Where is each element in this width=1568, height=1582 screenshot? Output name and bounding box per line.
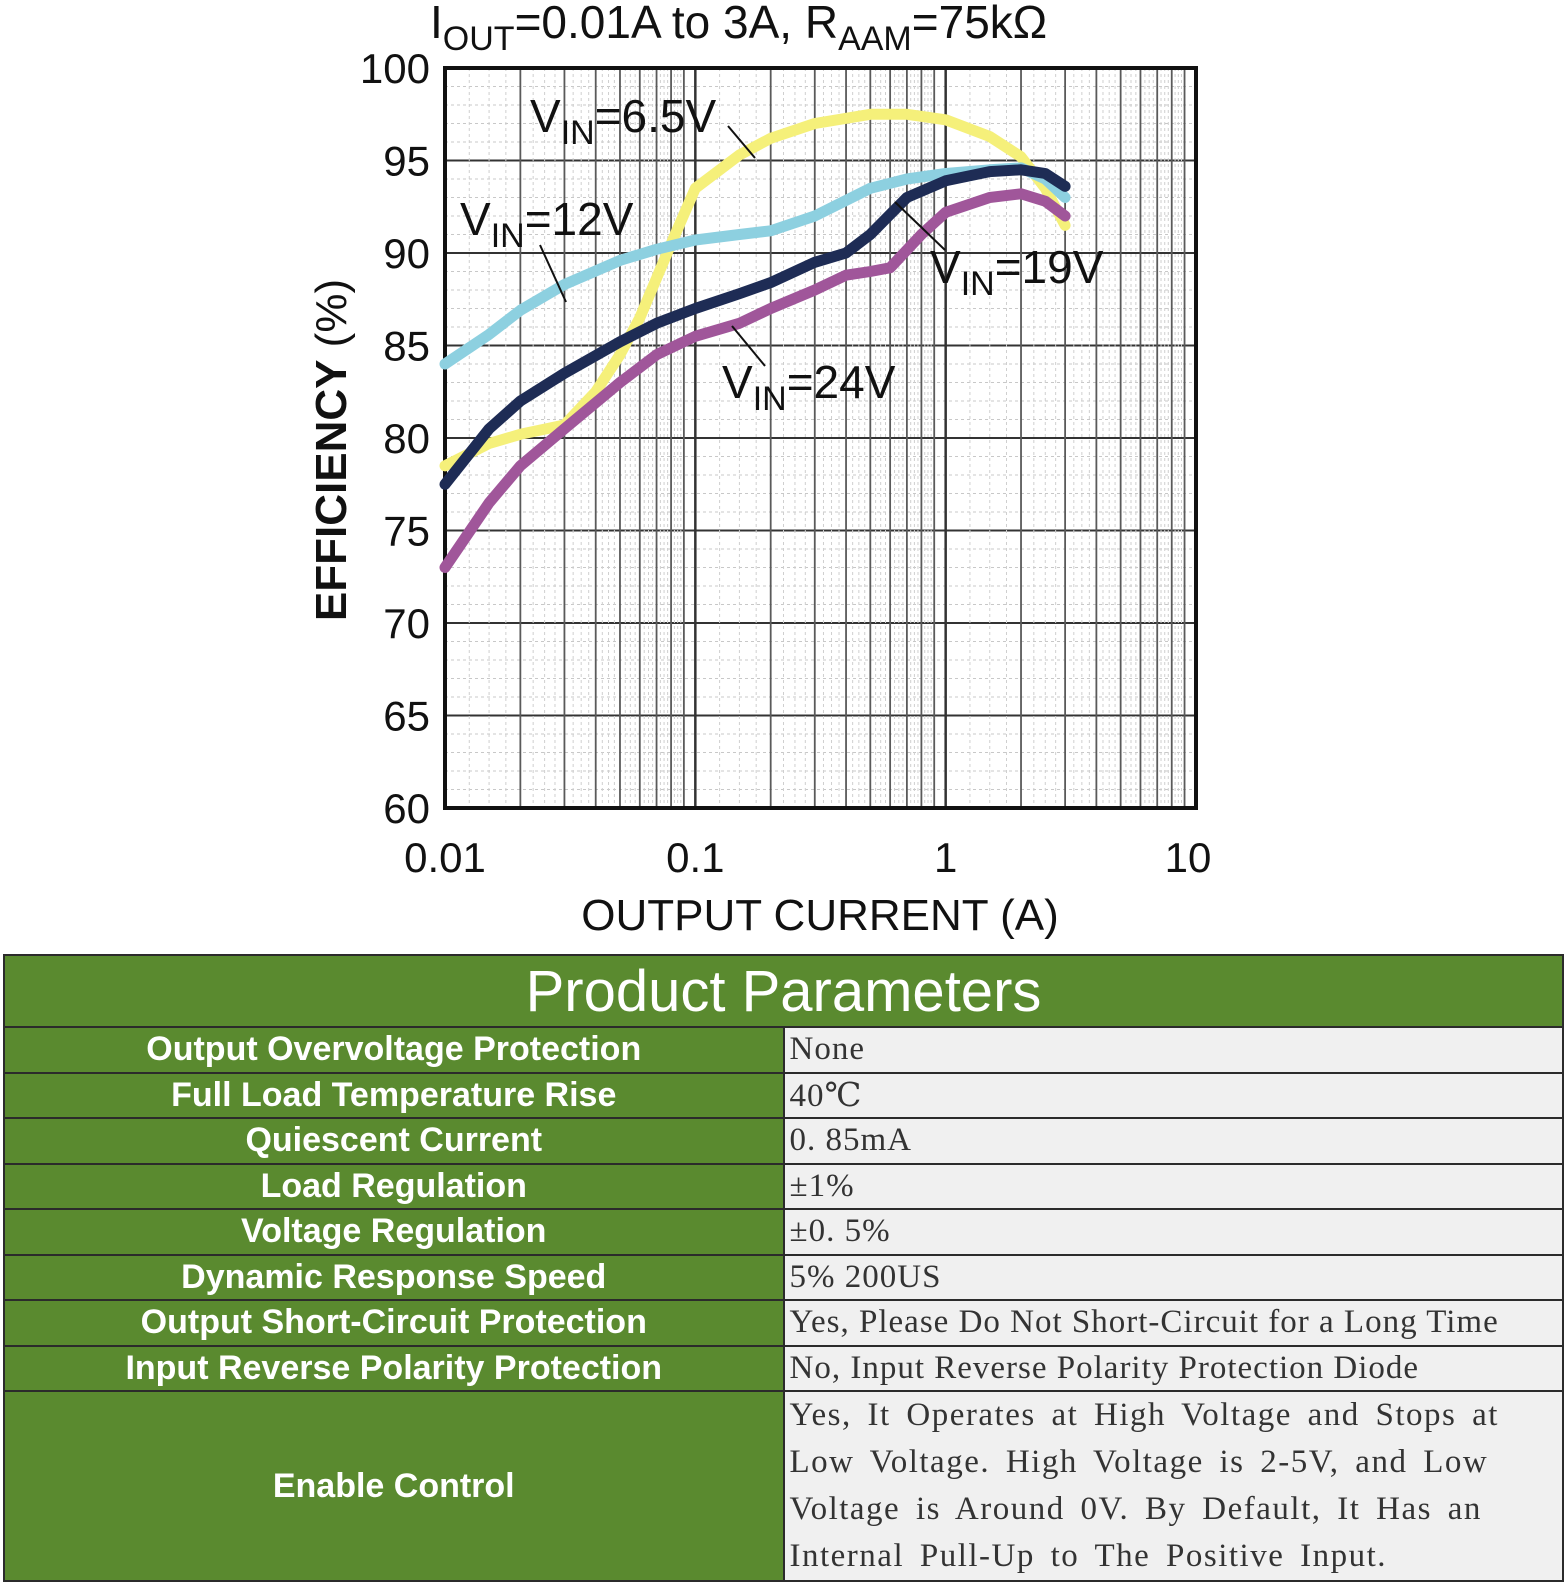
- table-row: Load Regulation ±1%: [3, 1162, 1564, 1210]
- x-tick-label: 0.01: [404, 834, 486, 881]
- y-tick-labels: 100 95 90 85 80 75 70 65 60: [360, 45, 430, 832]
- leader-line-vin-24v: [731, 325, 766, 367]
- y-tick-label: 100: [360, 45, 430, 92]
- series-label-vin-24v: VIN=24V: [722, 356, 896, 418]
- y-tick-label: 85: [383, 323, 430, 370]
- param-label: Enable Control: [3, 1390, 785, 1582]
- param-label: Dynamic Response Speed: [3, 1253, 785, 1301]
- x-tick-labels: 0.01 0.1 1 10: [404, 834, 1211, 881]
- y-tick-label: 80: [383, 415, 430, 462]
- efficiency-chart: 100 95 90 85 80 75 70 65 60 0.01 0.1 1 10 IOUT=0.01…: [307, 0, 1211, 940]
- param-value: Yes, Please Do Not Short-Circuit for a L…: [782, 1299, 1564, 1347]
- param-value: ±1%: [782, 1162, 1564, 1210]
- param-value: ±0. 5%: [782, 1208, 1564, 1256]
- param-label: Output Short-Circuit Protection: [3, 1299, 785, 1347]
- table-row: Voltage Regulation ±0. 5%: [3, 1208, 1564, 1256]
- leader-line-vin-19v: [894, 201, 946, 251]
- series-label-vin-6-5v: VIN=6.5V: [530, 90, 716, 152]
- y-tick-label: 65: [383, 693, 430, 740]
- y-tick-label: 95: [383, 138, 430, 185]
- chart-title: IOUT=0.01A to 3A, RAAM=75kΩ: [430, 0, 1047, 58]
- param-label: Quiescent Current: [3, 1117, 785, 1165]
- series-line-3: [439, 188, 1071, 573]
- series-label-vin-19v: VIN=19V: [930, 241, 1104, 303]
- y-axis-title-unit: (%): [307, 279, 356, 360]
- param-label: Input Reverse Polarity Protection: [3, 1344, 785, 1392]
- param-label: Load Regulation: [3, 1162, 785, 1210]
- leader-line-vin-6-5v: [727, 125, 756, 159]
- series-label-vin-12v: VIN=12V: [460, 193, 634, 255]
- y-axis-title-main: EFFICIENCY: [307, 360, 356, 622]
- x-axis-title: OUTPUT CURRENT (A): [581, 891, 1059, 940]
- x-tick-label: 10: [1165, 834, 1212, 881]
- param-label: Output Overvoltage Protection: [3, 1026, 785, 1074]
- param-value: 40℃: [782, 1071, 1564, 1119]
- series-line-2: [439, 164, 1071, 490]
- table-row: Output Overvoltage Protection None: [3, 1026, 1564, 1074]
- chart-series-layer: [439, 108, 1071, 573]
- table-row: Dynamic Response Speed 5% 200US: [3, 1253, 1564, 1301]
- y-tick-label: 75: [383, 508, 430, 555]
- table-title: Product Parameters: [3, 954, 1564, 1028]
- param-value: No, Input Reverse Polarity Protection Di…: [782, 1344, 1564, 1392]
- table-row: Enable Control Yes, It Operates at High V…: [3, 1390, 1564, 1582]
- leader-line-vin-12v: [539, 244, 567, 303]
- y-tick-label: 90: [383, 230, 430, 277]
- param-value: None: [782, 1026, 1564, 1074]
- table-row: Output Short-Circuit Protection Yes, Plea…: [3, 1299, 1564, 1347]
- product-parameters-table: Product Parameters Output Overvoltage Pr…: [3, 954, 1564, 1582]
- y-tick-label: 70: [383, 600, 430, 647]
- param-value: 0. 85mA: [782, 1117, 1564, 1165]
- y-axis-title: EFFICIENCY (%): [307, 279, 356, 621]
- param-value: 5% 200US: [782, 1253, 1564, 1301]
- param-value: Yes, It Operates at High Voltage and Sto…: [782, 1390, 1564, 1582]
- table-row: Input Reverse Polarity Protection No, Inp…: [3, 1344, 1564, 1392]
- efficiency-chart-svg: 100 95 90 85 80 75 70 65 60 0.01 0.1 1 10 IOUT=0.01…: [307, 0, 1211, 940]
- param-label: Voltage Regulation: [3, 1208, 785, 1256]
- plot-area-frame: [443, 66, 1198, 810]
- param-label: Full Load Temperature Rise: [3, 1071, 785, 1119]
- table-row: Full Load Temperature Rise 40℃: [3, 1071, 1564, 1119]
- y-tick-label: 60: [383, 785, 430, 832]
- x-tick-label: 0.1: [666, 834, 724, 881]
- x-tick-label: 1: [934, 834, 957, 881]
- table-row: Quiescent Current 0. 85mA: [3, 1117, 1564, 1165]
